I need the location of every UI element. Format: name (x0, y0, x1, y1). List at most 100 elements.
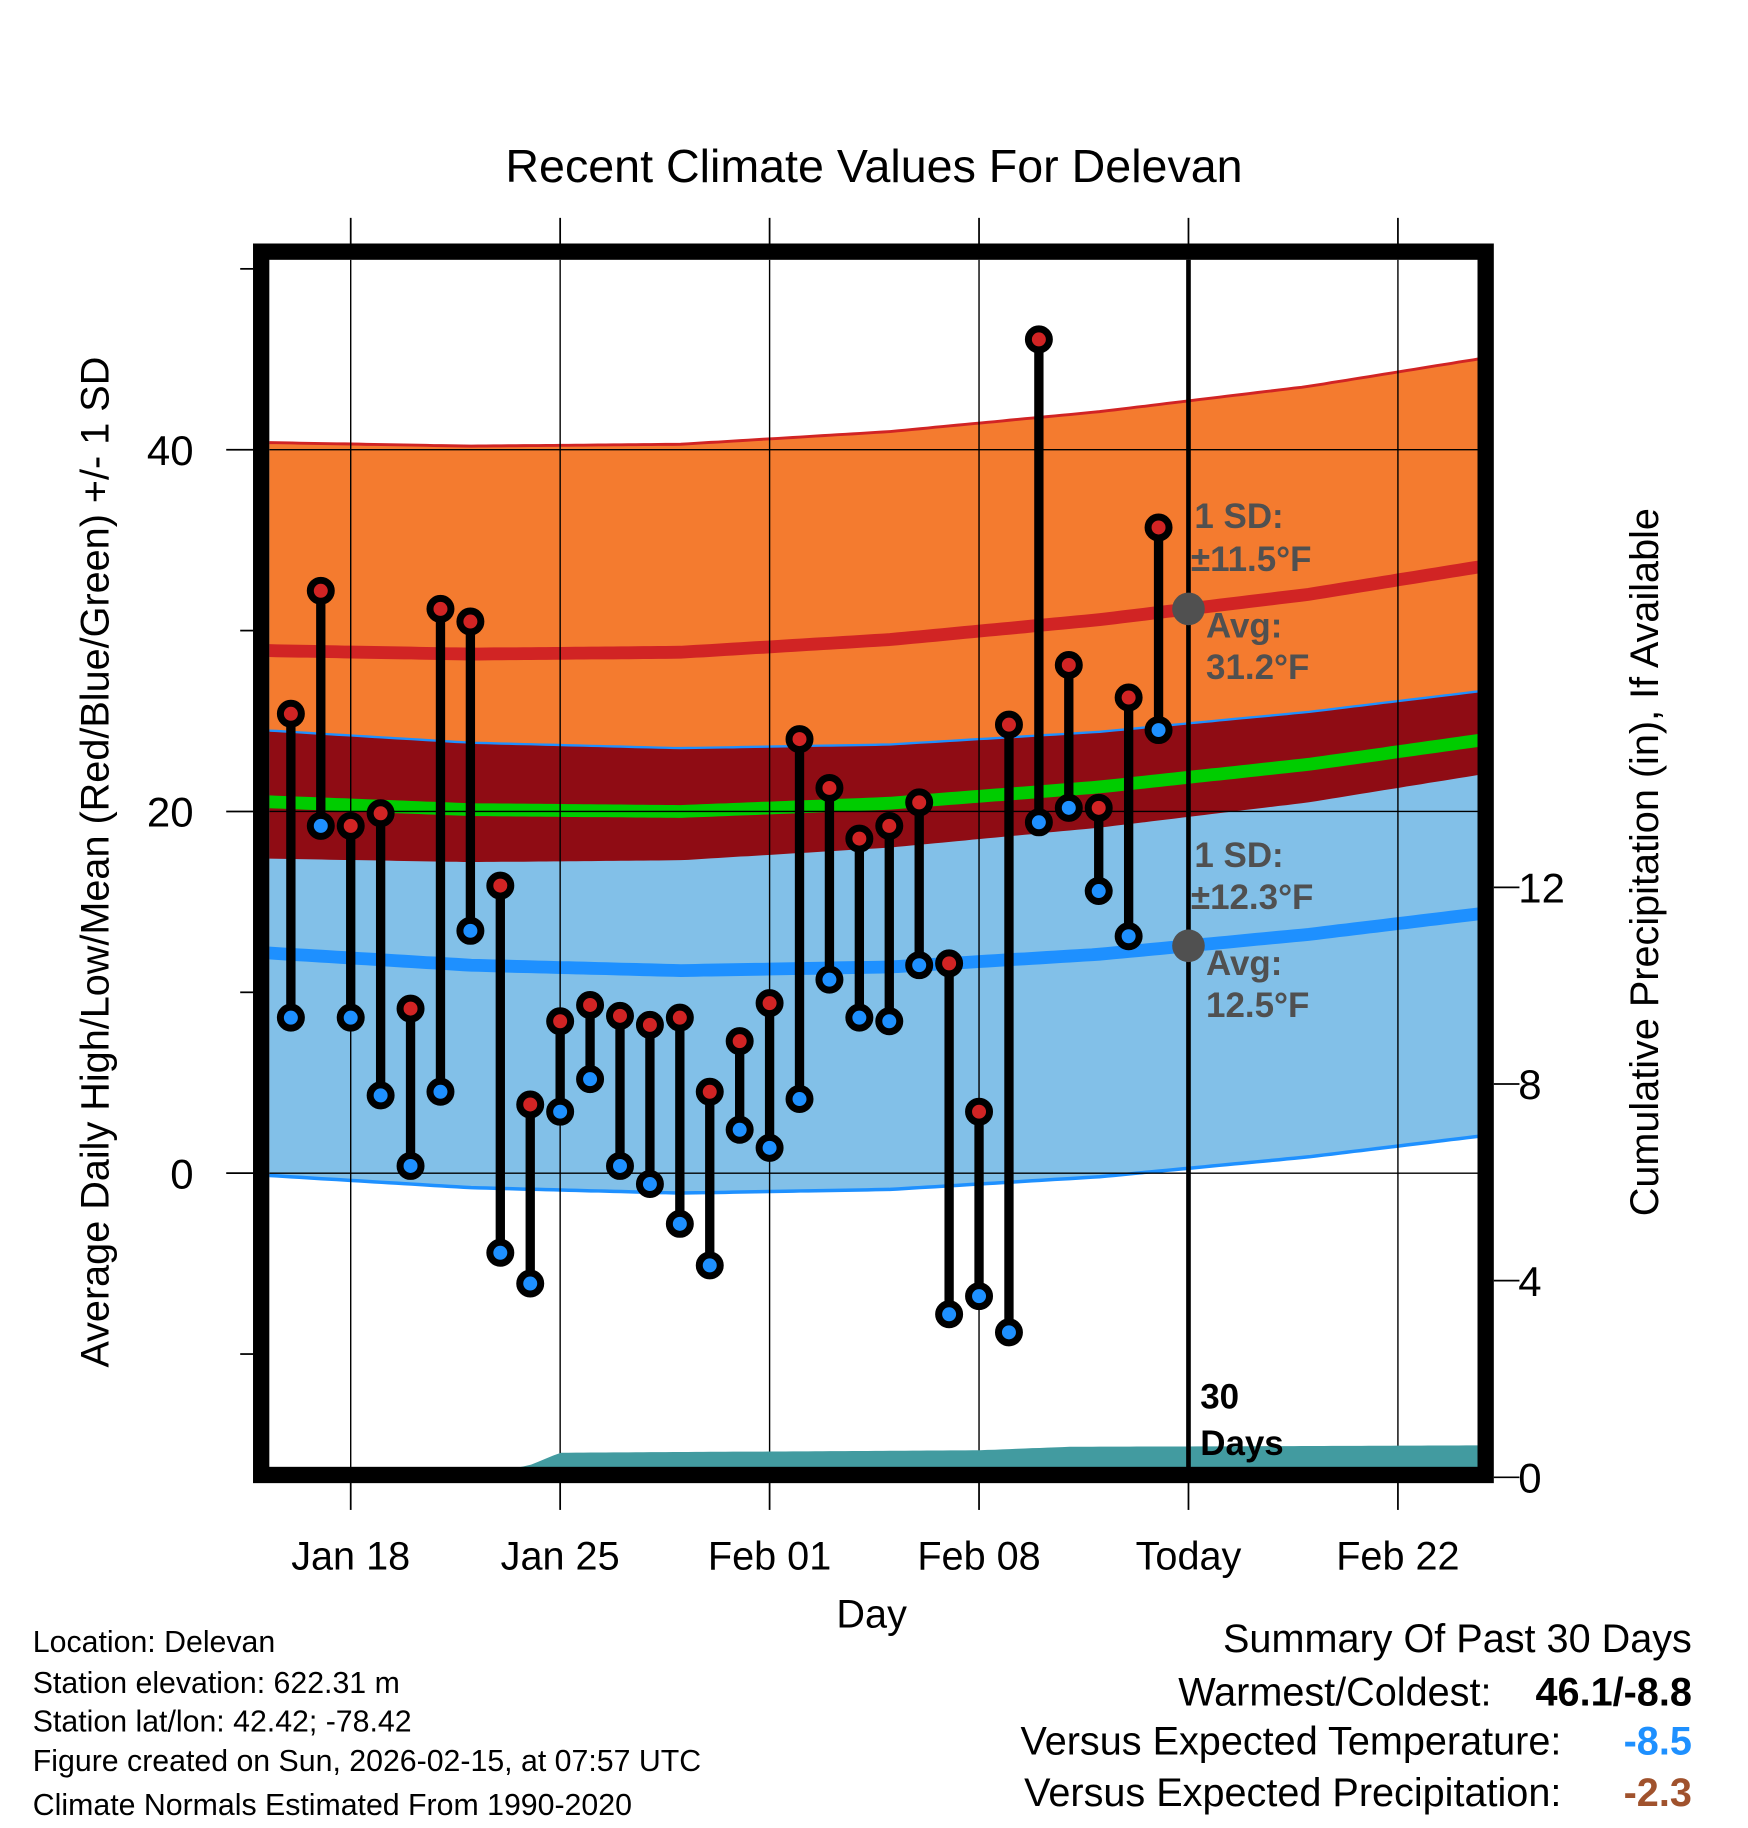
daily-low-point (965, 1282, 994, 1311)
footer-latlon: Station lat/lon: 42.42; -78.42 (33, 1705, 412, 1738)
y-right-tick-label: 12 (1518, 864, 1565, 911)
daily-high-point (965, 1097, 994, 1126)
footer-created: Figure created on Sun, 2026-02-15, at 07… (33, 1745, 701, 1778)
y-tick-label: 40 (147, 427, 194, 474)
daily-low-point (755, 1133, 784, 1162)
x-tick-label: Feb 08 (917, 1534, 1040, 1578)
period-label-days: Days (1200, 1424, 1284, 1463)
daily-low-point (935, 1300, 964, 1329)
x-tick-label: Today (1136, 1534, 1242, 1578)
high-sd-label: 1 SD: (1194, 497, 1283, 536)
daily-high-point (606, 1001, 634, 1030)
daily-high-point (815, 773, 844, 802)
daily-high-point (905, 788, 934, 817)
y-right-tick-label: 8 (1518, 1061, 1541, 1108)
daily-low-point (366, 1081, 395, 1110)
daily-high-point (994, 710, 1023, 739)
x-tick-label: Jan 18 (291, 1534, 410, 1578)
daily-low-point (546, 1097, 575, 1126)
temp-vs-expected-label: Versus Expected Temperature: (1020, 1720, 1561, 1764)
daily-low-point (456, 916, 485, 945)
chart-title: Recent Climate Values For Delevan (505, 140, 1242, 192)
high-avg-value: 31.2°F (1206, 648, 1309, 687)
x-tick-label: Jan 25 (501, 1534, 620, 1578)
daily-high-point (516, 1090, 545, 1119)
daily-high-point (426, 594, 455, 623)
daily-high-point (486, 871, 515, 900)
daily-low-point (1054, 793, 1083, 822)
plot-area (269, 259, 1478, 1468)
y-tick-label: 20 (147, 789, 194, 836)
daily-high-point (785, 725, 814, 754)
low-avg-label: Avg: (1206, 944, 1282, 983)
cumulative-precip-area (515, 1445, 1478, 1468)
daily-low-point (1084, 877, 1113, 906)
daily-low-point (606, 1151, 634, 1180)
precip-vs-expected-label: Versus Expected Precipitation: (1024, 1771, 1561, 1815)
low-sd-value: ±12.3°F (1191, 878, 1314, 917)
footer-info: Location: Delevan Station elevation: 622… (33, 1626, 701, 1822)
daily-low-point (576, 1065, 605, 1094)
y-axis-right-label: Cumulative Precipitation (in), If Availa… (1623, 508, 1667, 1216)
daily-low-point (785, 1085, 814, 1114)
x-tick-label: Feb 01 (708, 1534, 831, 1578)
high-avg-label: Avg: (1206, 606, 1282, 645)
daily-low-point (725, 1115, 754, 1144)
daily-high-point (875, 811, 904, 840)
daily-high-point (845, 824, 874, 853)
x-tick-label: Feb 22 (1336, 1534, 1459, 1578)
daily-high-point (276, 699, 305, 728)
footer-location: Location: Delevan (33, 1626, 275, 1659)
normal-low-line (269, 907, 1478, 978)
daily-high-point (336, 811, 365, 840)
daily-low-point (516, 1269, 545, 1298)
daily-high-point (665, 1003, 694, 1032)
overlap-band (269, 691, 1478, 863)
daily-low-point (635, 1170, 664, 1199)
low-sd-label: 1 SD: (1194, 836, 1283, 875)
daily-low-point (276, 1003, 305, 1032)
daily-low-point (426, 1077, 455, 1106)
low-upper-sd-line (269, 690, 1478, 750)
daily-low-point (306, 811, 335, 840)
daily-low-point (396, 1151, 425, 1180)
low-lower-sd-line (269, 1134, 1478, 1195)
daily-high-point (576, 990, 605, 1019)
warmest-coldest-label: Warmest/Coldest: (1178, 1671, 1491, 1715)
daily-high-point (725, 1027, 754, 1056)
daily-high-point (1024, 325, 1053, 354)
daily-low-point (665, 1209, 694, 1238)
daily-low-point (1024, 808, 1053, 837)
footer-normals: Climate Normals Estimated From 1990-2020 (33, 1789, 632, 1822)
footer-elevation: Station elevation: 622.31 m (33, 1667, 400, 1700)
temp-vs-expected-value: -8.5 (1624, 1720, 1692, 1764)
plot-frame (253, 243, 1494, 1484)
summary-title: Summary Of Past 30 Days (1223, 1617, 1692, 1661)
high-upper-sd-line (269, 357, 1478, 448)
daily-high-point (695, 1077, 724, 1106)
daily-low-point (1114, 922, 1143, 951)
daily-high-point (396, 994, 425, 1023)
daily-high-point (1114, 683, 1143, 712)
period-label-number: 30 (1200, 1378, 1239, 1417)
daily-high-point (306, 576, 335, 605)
daily-low-point (695, 1251, 724, 1280)
precip-vs-expected-value: -2.3 (1624, 1771, 1692, 1815)
summary: Summary Of Past 30 Days Warmest/Coldest:… (1020, 1617, 1691, 1815)
daily-low-point (875, 1007, 904, 1036)
y-tick-label: 0 (170, 1150, 193, 1197)
normal-low-today-marker (1172, 929, 1205, 963)
low-avg-value: 12.5°F (1206, 986, 1309, 1025)
daily-low-point (336, 1003, 365, 1032)
normal-high-line (269, 560, 1478, 661)
normal-mean-line (269, 734, 1478, 818)
axes: Jan 18 Jan 25 Feb 01 Feb 08 Today Feb 22 0 20 40… (147, 217, 1565, 1578)
daily-high-point (366, 799, 395, 828)
high-sd-value: ±11.5°F (1191, 540, 1312, 579)
daily-high-point (456, 607, 485, 636)
normal-high-today-marker (1172, 592, 1205, 626)
daily-high-point (1144, 513, 1173, 542)
y-axis-label: Average Daily High/Low/Mean (Red/Blue/Gr… (74, 357, 118, 1368)
daily-high-point (635, 1010, 664, 1039)
daily-high-point (1054, 650, 1083, 679)
